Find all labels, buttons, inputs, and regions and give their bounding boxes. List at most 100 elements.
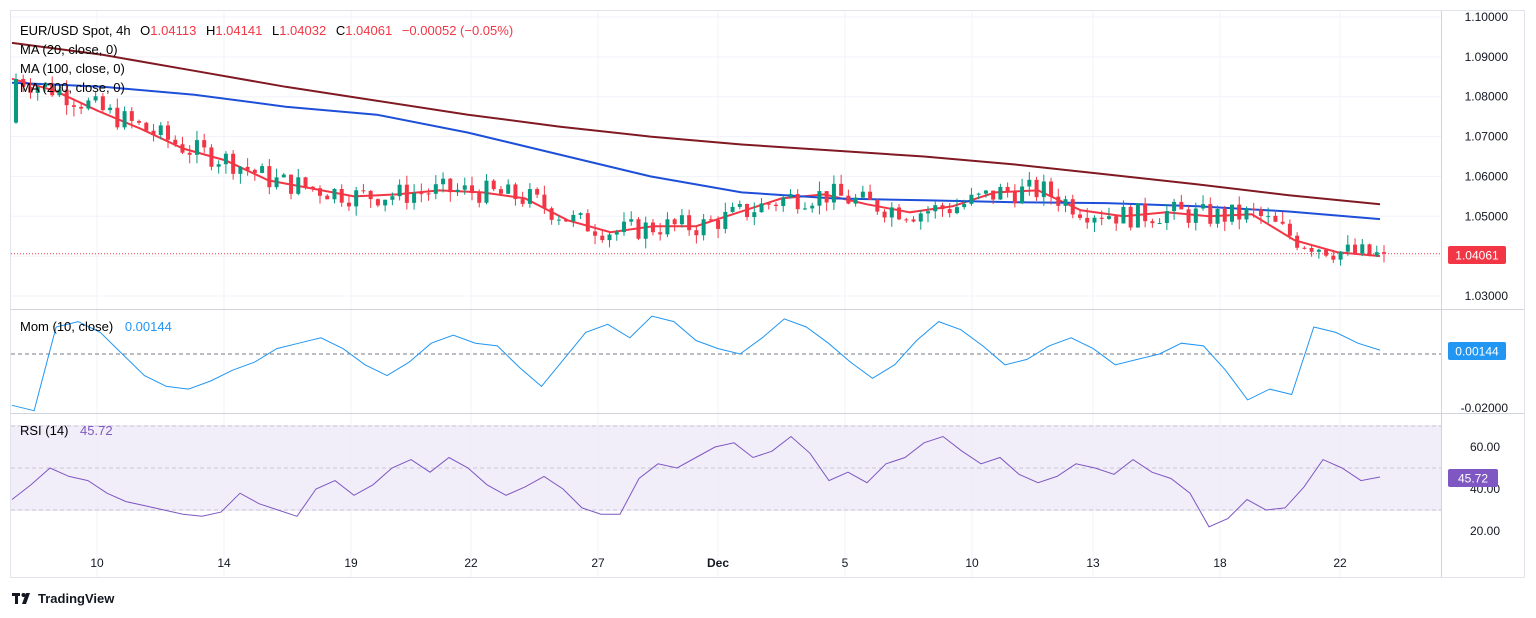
candle-body	[556, 219, 561, 221]
candle-body	[1027, 179, 1032, 187]
candle-body	[549, 208, 554, 220]
candle-body	[745, 203, 750, 218]
candle-body	[824, 191, 829, 203]
candle-body	[223, 153, 228, 165]
candle-body	[115, 107, 120, 128]
candle-body	[1367, 244, 1372, 256]
momentum-tick-label: -0.02000	[1461, 401, 1509, 415]
close-value: 1.04061	[345, 23, 392, 38]
open-label: O	[140, 23, 150, 38]
candle-body	[64, 89, 69, 106]
candle-body	[390, 196, 395, 200]
axis-labels: 10 14 19 22 27 Dec 5 10 13 18 22 1.10000 1.09000 1.08…	[90, 10, 1508, 570]
candle-body	[1324, 249, 1329, 256]
candle-body	[267, 166, 272, 188]
candle-body	[614, 232, 619, 235]
candle-body	[781, 197, 786, 207]
candle-body	[600, 235, 605, 241]
candle-body	[679, 215, 684, 225]
candle-body	[108, 107, 113, 111]
candle-body	[766, 203, 771, 205]
candle-body	[643, 222, 648, 239]
candle-body	[846, 195, 851, 204]
candle-body	[238, 166, 243, 174]
candle-body	[926, 211, 930, 214]
tradingview-logo[interactable]: TradingView	[12, 591, 115, 606]
candle-body	[802, 208, 807, 210]
legend-ma200[interactable]: MA (200, close, 0)	[20, 80, 125, 95]
candle-body	[129, 111, 134, 121]
candle-body	[93, 96, 98, 101]
open-value: 1.04113	[150, 23, 196, 38]
candle-body	[354, 190, 359, 207]
candle-body	[665, 219, 670, 235]
time-tick-label: 22	[1333, 556, 1347, 570]
candle-body	[158, 125, 163, 136]
candle-body	[426, 193, 431, 195]
candle-body	[375, 199, 380, 206]
candle-body	[882, 211, 887, 218]
candle-body	[585, 213, 590, 232]
candle-body	[281, 174, 286, 178]
candle-body	[484, 180, 489, 203]
candle-body	[1150, 221, 1155, 224]
candle-body	[86, 100, 91, 109]
legend-rsi[interactable]: RSI (14) 45.72	[20, 423, 113, 438]
legend-momentum[interactable]: Mom (10, close) 0.00144	[20, 319, 172, 334]
candle-body	[723, 211, 728, 229]
low-label: L	[272, 23, 279, 38]
candle-body	[216, 164, 221, 167]
time-tick-label: 22	[464, 556, 478, 570]
candle-body	[137, 120, 142, 123]
ma200-line	[11, 41, 1381, 206]
candle-body	[1208, 204, 1213, 224]
candle-body	[1251, 208, 1256, 210]
time-tick-label: 10	[90, 556, 104, 570]
candle-body	[100, 96, 105, 111]
candle-body	[535, 189, 540, 195]
candle-body	[527, 189, 532, 204]
time-tick-label: 18	[1213, 556, 1227, 570]
candle-body	[658, 232, 663, 235]
candle-body	[310, 186, 315, 189]
ma100-line	[11, 81, 1381, 221]
candle-body	[810, 205, 815, 209]
candle-body	[962, 203, 967, 208]
candle-body	[969, 194, 974, 204]
candle-body	[1164, 211, 1169, 224]
candle-body	[1244, 208, 1249, 220]
candle-body	[202, 140, 207, 148]
candle-body	[694, 230, 699, 236]
legend-ma20[interactable]: MA (20, close, 0)	[20, 42, 118, 57]
candle-body	[57, 89, 62, 96]
price-tick-label: 1.08000	[1465, 90, 1509, 104]
candle-body	[1056, 196, 1061, 206]
rsi-tick-label: 60.00	[1470, 440, 1500, 454]
candle-body	[737, 203, 742, 207]
candle-body	[593, 231, 598, 236]
candle-body	[433, 184, 438, 194]
candle-body	[622, 221, 626, 233]
candle-body	[1345, 244, 1350, 252]
candle-body	[1041, 181, 1046, 198]
candle-body	[448, 178, 453, 193]
candle-body	[1287, 223, 1292, 236]
candle-body	[564, 219, 569, 222]
time-tick-label: 10	[965, 556, 979, 570]
candle-body	[296, 177, 301, 194]
candle-body	[1121, 206, 1126, 224]
candle-body	[122, 111, 127, 128]
time-tick-label: Dec	[707, 556, 729, 570]
candle-body	[1374, 252, 1379, 256]
candle-body	[1063, 199, 1068, 206]
price-tick-label: 1.06000	[1465, 169, 1509, 183]
price-tick-label: 1.07000	[1465, 130, 1509, 144]
candle-body	[889, 207, 894, 218]
candle-body	[520, 199, 525, 204]
legend-ma100[interactable]: MA (100, close, 0)	[20, 61, 125, 76]
candle-body	[991, 190, 996, 200]
candle-body	[1316, 249, 1321, 252]
candle-body	[933, 205, 938, 212]
candle-body	[1280, 221, 1285, 224]
